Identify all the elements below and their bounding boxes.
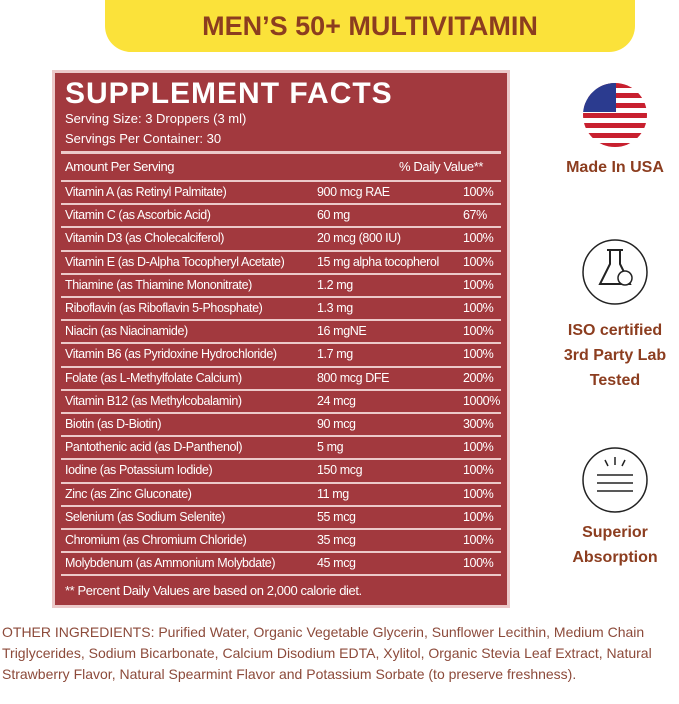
nutrient-dv: 100% bbox=[463, 277, 494, 292]
row-separator bbox=[61, 435, 501, 438]
row-separator bbox=[61, 226, 501, 229]
nutrient-amount: 55 mcg bbox=[317, 509, 356, 524]
nutrient-dv: 200% bbox=[463, 370, 494, 385]
nutrient-amount: 150 mcg bbox=[317, 463, 363, 478]
row-separator bbox=[61, 504, 501, 507]
badge-text: Made In USA bbox=[566, 159, 664, 176]
row-separator bbox=[61, 342, 501, 345]
nutrient-amount: 16 mgNE bbox=[317, 324, 367, 339]
row-separator bbox=[61, 551, 501, 554]
nutrient-name: Niacin (as Niacinamide) bbox=[65, 324, 188, 339]
badge-text: Absorption bbox=[572, 549, 658, 566]
nutrient-name: Iodine (as Potassium Iodide) bbox=[65, 463, 213, 478]
nutrient-amount: 1.2 mg bbox=[317, 277, 353, 292]
nutrient-name: Selenium (as Sodium Selenite) bbox=[65, 509, 226, 524]
check-icon bbox=[617, 270, 633, 286]
nutrient-dv: 100% bbox=[463, 231, 494, 246]
nutrient-amount: 24 mcg bbox=[317, 393, 356, 408]
nutrient-dv: 100% bbox=[463, 185, 494, 199]
row-separator bbox=[61, 365, 501, 368]
nutrient-amount: 35 mcg bbox=[317, 533, 356, 547]
row-separator bbox=[61, 412, 501, 414]
nutrient-dv: 100% bbox=[463, 533, 494, 547]
nutrient-name: Folate (as L-Methylfolate Calcium) bbox=[65, 370, 242, 385]
nutrient-dv: 100% bbox=[463, 324, 494, 339]
nutrient-amount: 800 mcg DFE bbox=[317, 370, 390, 385]
nutrient-amount: 5 mg bbox=[317, 440, 344, 455]
dv-header: % Daily Value** bbox=[399, 159, 484, 174]
row-separator bbox=[61, 574, 501, 577]
nutrient-amount: 15 mg alpha tocopherol bbox=[317, 254, 439, 269]
amount-header: Amount Per Serving bbox=[65, 159, 175, 174]
nutrient-name: Thiamine (as Thiamine Mononitrate) bbox=[65, 277, 252, 292]
nutrient-dv: 100% bbox=[463, 301, 494, 315]
badge-text: Superior bbox=[582, 524, 648, 541]
row-separator bbox=[61, 296, 501, 298]
badge-text: Tested bbox=[589, 372, 641, 389]
nutrient-dv: 100% bbox=[463, 440, 494, 455]
serving-size: Serving Size: 3 Droppers (3 ml) bbox=[65, 111, 247, 126]
row-separator bbox=[61, 249, 501, 252]
nutrient-dv: 300% bbox=[463, 417, 494, 431]
nutrient-dv: 67% bbox=[463, 208, 487, 223]
nutrient-amount: 1.3 mg bbox=[317, 301, 353, 315]
row-separator bbox=[61, 319, 501, 322]
absorption-icon-ring bbox=[582, 447, 648, 513]
nutrient-name: Chromium (as Chromium Chloride) bbox=[65, 533, 247, 547]
footnote: ** Percent Daily Values are based on 2,0… bbox=[65, 583, 362, 598]
nutrient-dv: 100% bbox=[463, 556, 494, 571]
divider bbox=[61, 151, 501, 154]
nutrient-name: Molybdenum (as Ammonium Molybdate) bbox=[65, 556, 276, 571]
usa-flag-icon bbox=[583, 83, 647, 147]
nutrient-name: Zinc (as Zinc Gluconate) bbox=[65, 486, 192, 501]
title-banner: MEN’S 50+ MULTIVITAMIN bbox=[105, 0, 635, 52]
nutrient-amount: 90 mcg bbox=[317, 417, 356, 431]
nutrient-dv: 1000% bbox=[463, 393, 500, 408]
row-separator bbox=[61, 528, 501, 530]
nutrient-amount: 45 mcg bbox=[317, 556, 356, 571]
other-ingredients: OTHER INGREDIENTS: Purified Water, Organ… bbox=[2, 624, 652, 682]
row-separator bbox=[61, 481, 501, 484]
nutrient-dv: 100% bbox=[463, 509, 494, 524]
row-separator bbox=[61, 272, 501, 275]
lab-icon-ring bbox=[582, 239, 648, 305]
nutrient-name: Vitamin E (as D-Alpha Tocopheryl Acetate… bbox=[65, 254, 285, 269]
badge-text: 3rd Party Lab bbox=[563, 347, 667, 364]
row-separator bbox=[61, 203, 501, 206]
nutrient-name: Riboflavin (as Riboflavin 5-Phosphate) bbox=[65, 301, 263, 315]
nutrient-amount: 1.7 mg bbox=[317, 347, 353, 362]
nutrient-amount: 20 mcg (800 IU) bbox=[317, 231, 401, 246]
badge-text: ISO certified bbox=[567, 322, 663, 339]
badge-icons bbox=[582, 83, 648, 513]
supplement-facts-panel: SUPPLEMENT FACTS Serving Size: 3 Dropper… bbox=[52, 70, 510, 608]
row-separator bbox=[61, 180, 501, 182]
nutrient-amount: 900 mcg RAE bbox=[317, 185, 390, 199]
nutrient-dv: 100% bbox=[463, 254, 494, 269]
nutrient-dv: 100% bbox=[463, 486, 494, 501]
nutrient-name: Vitamin B6 (as Pyridoxine Hydrochloride) bbox=[65, 347, 277, 362]
flask-icon bbox=[598, 249, 632, 285]
nutrient-name: Vitamin D3 (as Cholecalciferol) bbox=[65, 231, 224, 246]
nutrient-name: Pantothenic acid (as D-Panthenol) bbox=[65, 440, 243, 455]
row-separator bbox=[61, 458, 501, 461]
nutrient-dv: 100% bbox=[463, 347, 494, 362]
servings-per-container: Servings Per Container: 30 bbox=[65, 131, 222, 146]
nutrient-amount: 11 mg bbox=[317, 486, 349, 501]
nutrient-name: Vitamin B12 (as Methylcobalamin) bbox=[65, 393, 242, 408]
panel-title: SUPPLEMENT FACTS bbox=[65, 77, 393, 110]
nutrient-amount: 60 mg bbox=[317, 208, 350, 223]
nutrient-name: Biotin (as D-Biotin) bbox=[65, 417, 162, 431]
nutrient-dv: 100% bbox=[463, 463, 494, 478]
nutrient-name: Vitamin A (as Retinyl Palmitate) bbox=[65, 185, 227, 199]
absorption-icon bbox=[597, 457, 633, 492]
nutrient-name: Vitamin C (as Ascorbic Acid) bbox=[65, 208, 211, 223]
row-separator bbox=[61, 388, 501, 391]
